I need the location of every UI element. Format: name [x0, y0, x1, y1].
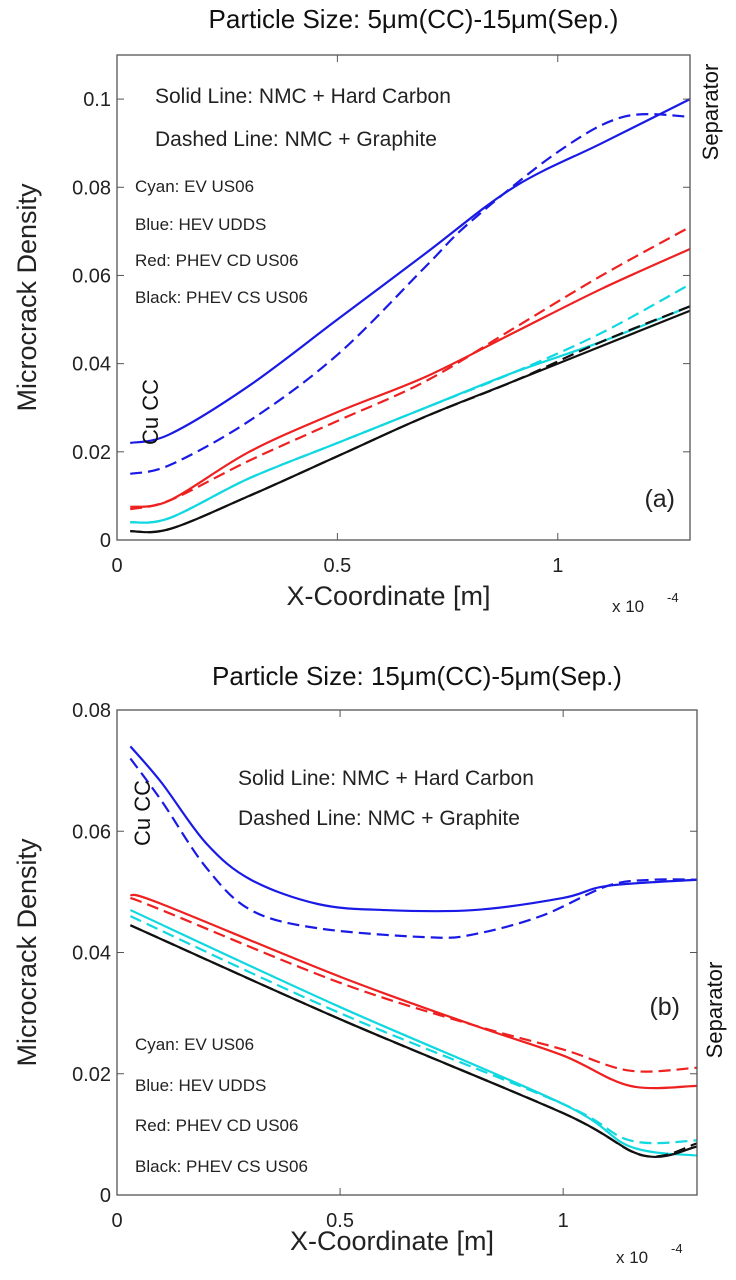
color-legend-entry: Black: PHEV CS US06	[135, 1157, 308, 1176]
series-line-1-dashed	[129, 757, 698, 939]
x-axis-label: X-Coordinate [m]	[286, 581, 490, 611]
series-line-2-solid	[130, 247, 691, 509]
x-tick-label: 0	[111, 1210, 122, 1232]
y-tick-label: 0	[100, 530, 111, 552]
y-tick-label: 0.04	[72, 354, 111, 376]
cu-cc-label: Cu CC	[138, 379, 163, 445]
panel-label: (b)	[649, 993, 680, 1021]
y-tick-label: 0.1	[83, 89, 111, 111]
y-axis-label: Microcrack Density	[12, 838, 42, 1067]
line-style-annotation: Dashed Line: NMC + Graphite	[238, 807, 520, 830]
color-legend-entry: Cyan: EV US06	[135, 1035, 254, 1054]
x-axis-multiplier: x 10	[616, 1248, 648, 1267]
series-line-3-dashed	[129, 225, 691, 511]
series-line-4-solid	[129, 909, 698, 1157]
plot-a: Particle Size: 5μm(CC)-15μm(Sep.) 0 0.02 0.…	[12, 4, 723, 616]
color-legend-entry: Blue: HEV UDDS	[135, 215, 266, 234]
x-axis-multiplier-exponent: -4	[667, 590, 679, 605]
separator-label: Separator	[702, 962, 727, 1059]
y-tick-label: 0.04	[72, 943, 111, 965]
series-line-2-solid	[130, 893, 698, 1090]
axes-box	[116, 54, 691, 541]
color-legend-entry: Blue: HEV UDDS	[135, 1076, 266, 1095]
x-tick-label: 0.5	[326, 1210, 354, 1232]
series-line-0-solid	[129, 745, 698, 913]
series-line-4-solid	[130, 305, 691, 524]
plot-b: Particle Size: 15μm(CC)-5μm(Sep.) 0 0.02 0.…	[12, 661, 727, 1267]
x-tick-label: 1	[558, 1210, 569, 1232]
cu-cc-label: Cu CC	[130, 780, 155, 846]
series-line-1-dashed	[129, 113, 691, 475]
line-style-annotation: Solid Line: NMC + Hard Carbon	[238, 767, 534, 790]
x-axis-multiplier: x 10	[612, 597, 644, 616]
x-tick-label: 0.5	[323, 555, 351, 577]
y-tick-label: 0	[100, 1185, 111, 1207]
panel-label: (a)	[644, 485, 675, 513]
line-style-annotation: Dashed Line: NMC + Graphite	[155, 128, 437, 151]
y-tick-label: 0.02	[72, 1064, 111, 1086]
y-tick-label: 0.02	[72, 442, 111, 464]
chart-title: Particle Size: 5μm(CC)-15μm(Sep.)	[209, 4, 619, 34]
color-legend-entry: Red: PHEV CD US06	[135, 1116, 298, 1135]
x-tick-label: 0	[111, 555, 122, 577]
separator-label: Separator	[698, 64, 723, 161]
y-tick-label: 0.06	[72, 265, 111, 287]
y-tick-label: 0.08	[72, 177, 111, 199]
x-tick-label: 1	[552, 555, 563, 577]
series-line-7-dashed	[129, 924, 698, 1158]
series-line-7-dashed	[130, 305, 691, 534]
x-axis-multiplier-exponent: -4	[671, 1241, 683, 1256]
color-legend-entry: Red: PHEV CD US06	[135, 251, 298, 270]
line-style-annotation: Solid Line: NMC + Hard Carbon	[155, 85, 451, 108]
series-line-5-dashed	[130, 283, 691, 524]
y-tick-label: 0.08	[72, 700, 111, 722]
series-line-0-solid	[129, 98, 691, 445]
series-line-6-solid	[130, 309, 691, 534]
y-axis-label: Microcrack Density	[12, 183, 42, 412]
series-line-3-dashed	[129, 896, 698, 1073]
color-legend-entry: Black: PHEV CS US06	[135, 288, 308, 307]
y-tick-label: 0.06	[72, 821, 111, 843]
series-line-5-dashed	[129, 915, 698, 1145]
color-legend-entry: Cyan: EV US06	[135, 177, 254, 196]
x-axis-label: X-Coordinate [m]	[290, 1226, 494, 1256]
chart-title: Particle Size: 15μm(CC)-5μm(Sep.)	[212, 661, 622, 691]
